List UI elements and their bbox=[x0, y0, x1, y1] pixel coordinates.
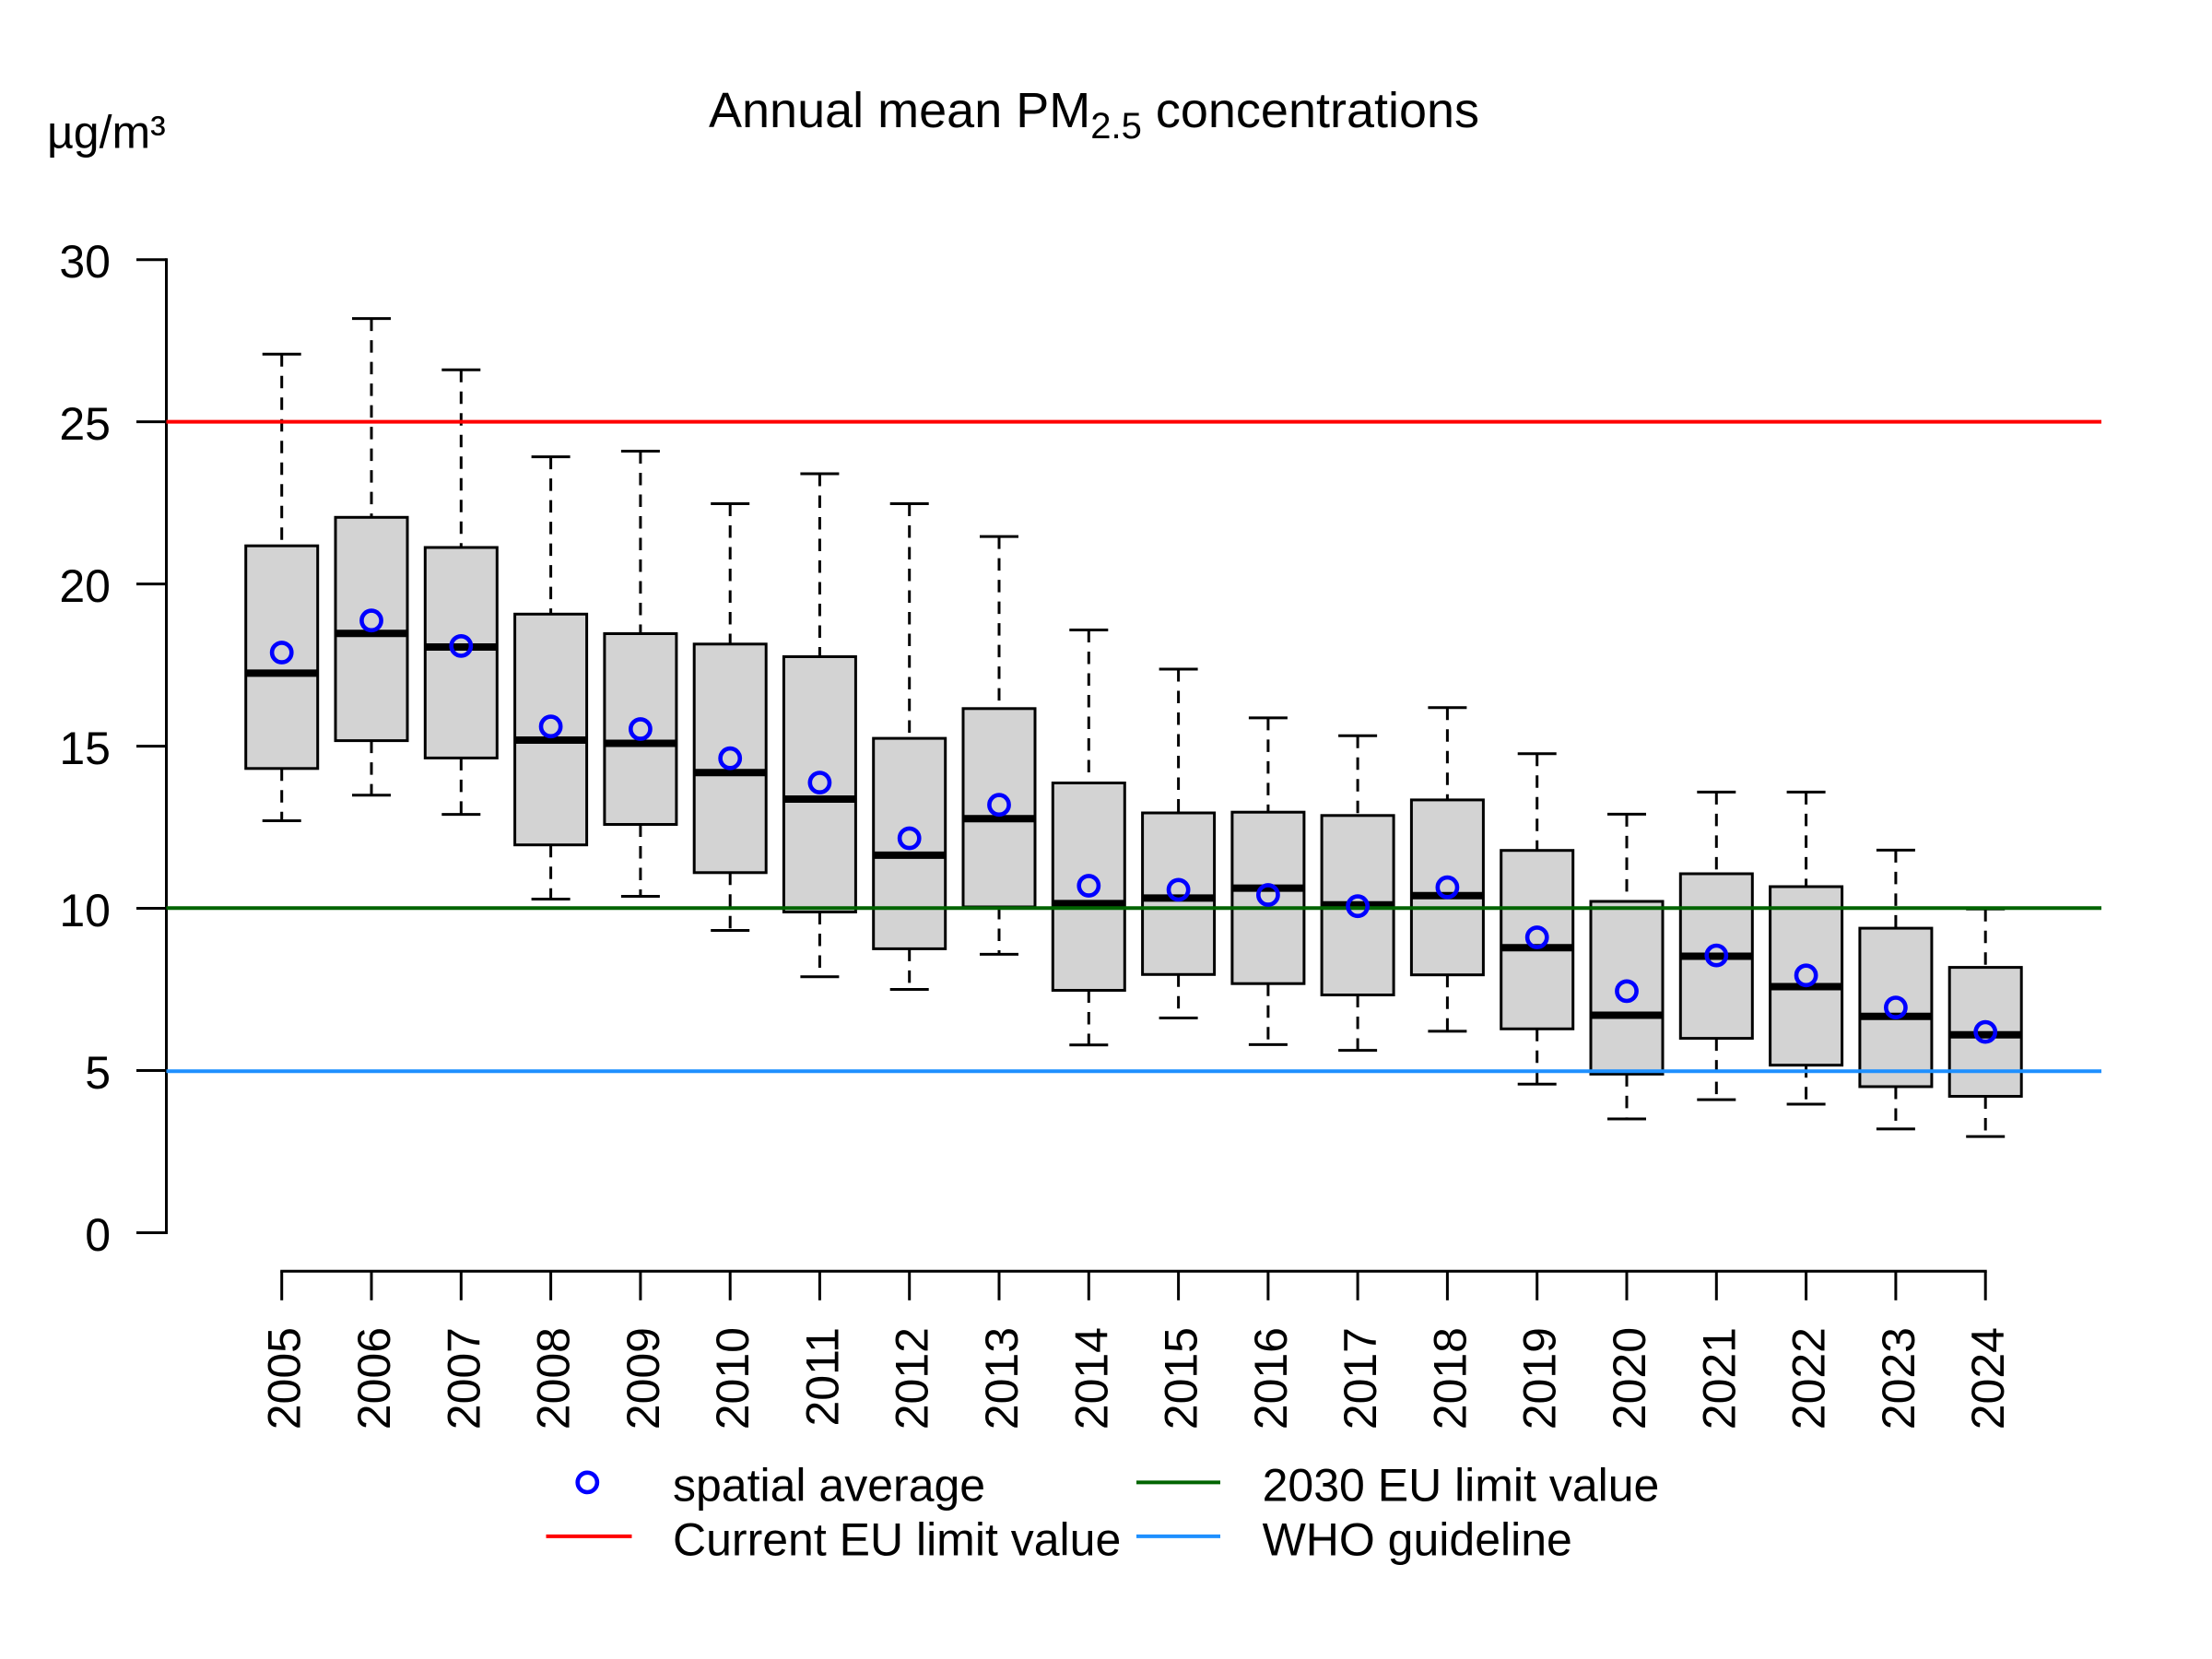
svg-text:2010: 2010 bbox=[707, 1327, 759, 1430]
svg-text:25: 25 bbox=[59, 398, 111, 450]
svg-text:WHO guideline: WHO guideline bbox=[1263, 1514, 1572, 1566]
svg-text:2018: 2018 bbox=[1424, 1327, 1476, 1430]
svg-text:2019: 2019 bbox=[1514, 1327, 1566, 1430]
svg-text:2014: 2014 bbox=[1065, 1327, 1117, 1430]
svg-text:2023: 2023 bbox=[1873, 1327, 1924, 1430]
svg-text:2008: 2008 bbox=[528, 1327, 580, 1430]
svg-text:µg/m³: µg/m³ bbox=[47, 107, 166, 159]
svg-text:spatial average: spatial average bbox=[673, 1460, 985, 1512]
svg-text:2006: 2006 bbox=[348, 1327, 400, 1430]
svg-text:30: 30 bbox=[59, 236, 111, 288]
svg-text:2016: 2016 bbox=[1245, 1327, 1297, 1430]
svg-text:2011: 2011 bbox=[796, 1327, 848, 1427]
svg-text:2005: 2005 bbox=[259, 1327, 311, 1430]
svg-text:2007: 2007 bbox=[438, 1327, 489, 1430]
svg-text:2030 EU limit value: 2030 EU limit value bbox=[1263, 1460, 1660, 1512]
svg-text:5: 5 bbox=[85, 1047, 111, 1099]
svg-text:2015: 2015 bbox=[1156, 1327, 1207, 1430]
svg-text:0: 0 bbox=[85, 1209, 111, 1261]
svg-text:2022: 2022 bbox=[1783, 1327, 1835, 1430]
svg-text:2009: 2009 bbox=[618, 1327, 669, 1430]
svg-text:Current EU limit value: Current EU limit value bbox=[673, 1514, 1121, 1566]
svg-text:15: 15 bbox=[59, 723, 111, 774]
svg-text:20: 20 bbox=[59, 560, 111, 612]
svg-text:2012: 2012 bbox=[887, 1327, 938, 1430]
svg-text:2024: 2024 bbox=[1962, 1327, 2014, 1430]
svg-text:10: 10 bbox=[59, 885, 111, 936]
svg-text:2017: 2017 bbox=[1335, 1327, 1386, 1430]
svg-text:2021: 2021 bbox=[1693, 1327, 1745, 1430]
svg-text:2013: 2013 bbox=[976, 1327, 1028, 1430]
svg-text:2020: 2020 bbox=[1604, 1327, 1655, 1430]
